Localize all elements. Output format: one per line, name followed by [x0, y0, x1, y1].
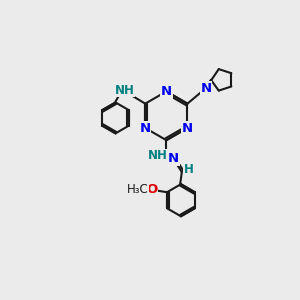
Text: O: O	[146, 183, 158, 196]
Text: N: N	[161, 85, 172, 98]
Text: N: N	[200, 82, 211, 95]
Text: N: N	[168, 152, 179, 165]
Text: H₃C: H₃C	[127, 183, 149, 196]
Text: H: H	[183, 163, 193, 176]
Text: N: N	[140, 122, 151, 134]
Text: N: N	[182, 122, 193, 134]
Text: NH: NH	[148, 149, 167, 162]
Text: NH: NH	[115, 84, 134, 97]
